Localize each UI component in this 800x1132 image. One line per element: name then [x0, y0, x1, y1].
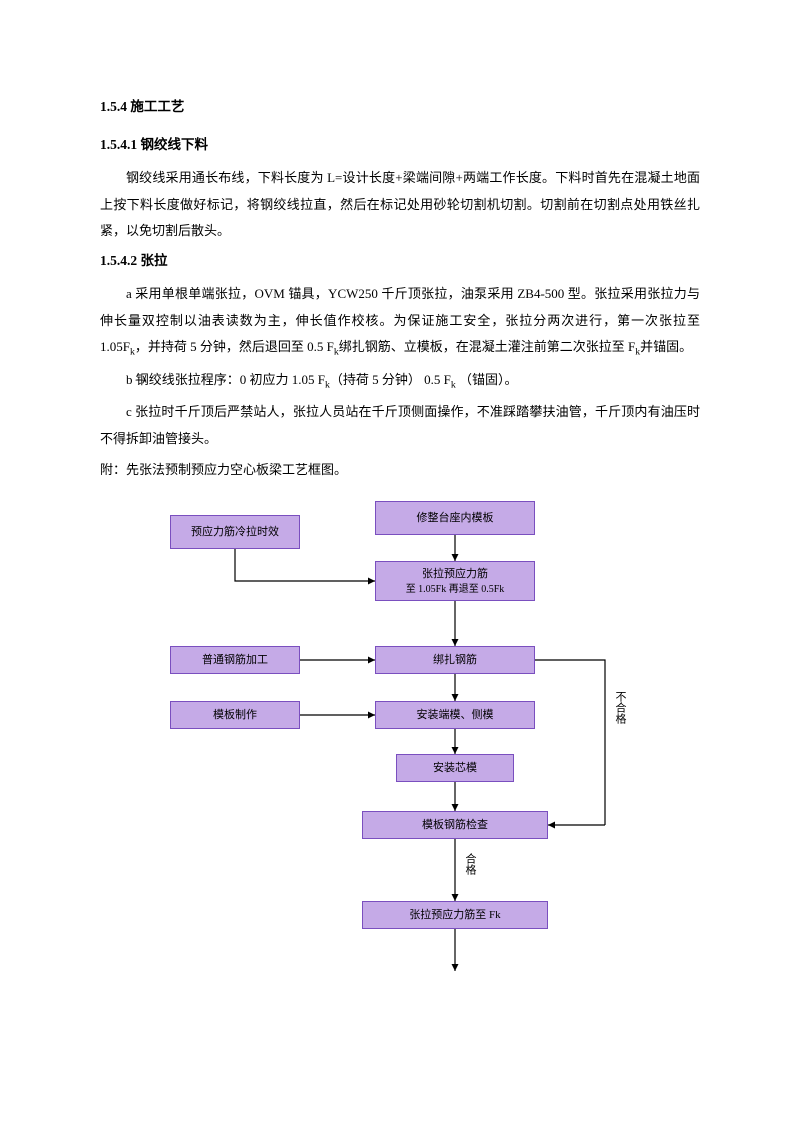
- node-tension-fk: 张拉预应力筋至 Fk: [362, 901, 548, 929]
- node-fix-formwork: 修整台座内模板: [375, 501, 535, 535]
- heading-1: 1.5.4 施工工艺: [100, 95, 700, 115]
- node-install-core: 安装芯模: [396, 754, 514, 782]
- heading-2b: 1.5.4.2 张拉: [100, 249, 700, 269]
- label-pass: 合格: [462, 853, 478, 875]
- paragraph-2a: a 采用单根单端张拉，OVM 锚具，YCW250 千斤顶张拉，油泵采用 ZB4-…: [100, 281, 700, 363]
- node-cold-draw: 预应力筋冷拉时效: [170, 515, 300, 549]
- node-label: 安装芯模: [433, 760, 477, 777]
- paragraph-1: 钢绞线采用通长布线，下料长度为 L=设计长度+梁端间隙+两端工作长度。下料时首先…: [100, 165, 700, 245]
- heading-2a: 1.5.4.1 钢绞线下料: [100, 133, 700, 153]
- paragraph-3: c 张拉时千斤顶后严禁站人，张拉人员站在千斤顶侧面操作，不准踩踏攀扶油管，千斤顶…: [100, 399, 700, 452]
- arrow-glyph: →: [132, 367, 150, 388]
- node-bind-rebar: 绑扎钢筋: [375, 646, 535, 674]
- node-install-side: 安装端模、侧模: [375, 701, 535, 729]
- node-label-2: 至 1.05Fk 再退至 0.5Fk: [406, 582, 505, 597]
- node-label: 安装端模、侧模: [417, 707, 494, 724]
- node-label: 张拉预应力筋: [422, 566, 488, 583]
- node-label: 修整台座内模板: [417, 510, 494, 527]
- node-label: 模板钢筋检查: [422, 817, 488, 834]
- node-label: 预应力筋冷拉时效: [191, 524, 279, 541]
- paragraph-4: 附：先张法预制预应力空心板梁工艺框图。: [100, 457, 700, 484]
- node-label: 模板制作: [213, 707, 257, 724]
- node-formwork-make: 模板制作: [170, 701, 300, 729]
- paragraph-2b: b 钢绞线张拉程序：0 初应力 1.05 Fk（持荷 5 分钟） 0.5 Fk …: [100, 367, 700, 396]
- node-label: 绑扎钢筋: [433, 652, 477, 669]
- flowchart: 预应力筋冷拉时效 修整台座内模板 张拉预应力筋 至 1.05Fk 再退至 0.5…: [100, 491, 700, 1031]
- node-label: 普通钢筋加工: [202, 652, 268, 669]
- node-tension: 张拉预应力筋 至 1.05Fk 再退至 0.5Fk: [375, 561, 535, 601]
- node-label: 张拉预应力筋至 Fk: [409, 907, 500, 924]
- node-check: 模板钢筋检查: [362, 811, 548, 839]
- label-fail: 不合格: [612, 691, 628, 724]
- node-rebar-process: 普通钢筋加工: [170, 646, 300, 674]
